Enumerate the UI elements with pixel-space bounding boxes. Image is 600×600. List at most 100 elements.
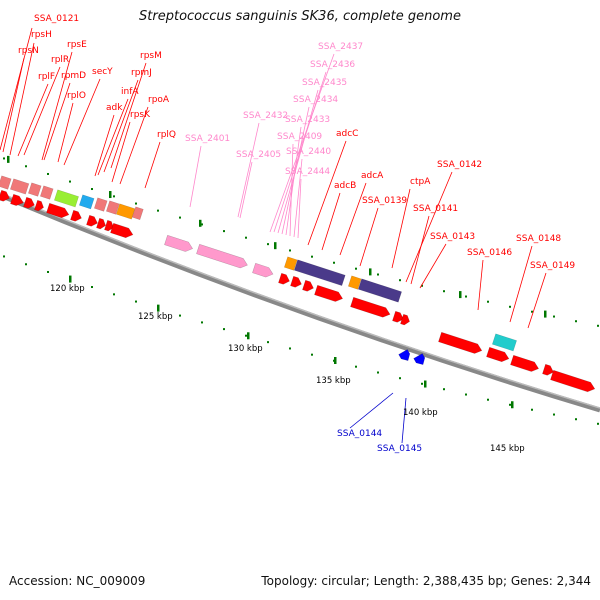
gene-arrow-red-20-shape	[542, 363, 554, 376]
pink-gene-label-ssa-2405: SSA_2405	[236, 150, 281, 160]
gene-box-upper-6-shape	[93, 197, 108, 212]
pink-gene-label-ssa-2432: SSA_2432	[243, 111, 288, 121]
gene-box-upper-3	[39, 185, 54, 200]
leader-ctpa	[391, 188, 411, 269]
gene-arrow-red-10-shape	[278, 272, 290, 285]
minor-tick	[531, 408, 533, 411]
gene-arrow-red-15-shape	[392, 310, 404, 323]
gene-box-upper-12	[347, 275, 362, 290]
major-tick	[274, 242, 277, 250]
leader-adcb	[321, 192, 341, 251]
gene-box-upper-0-shape	[0, 175, 12, 190]
gene-arrow-red-11-shape	[290, 275, 302, 288]
leader-rplr	[23, 66, 61, 156]
gene-box-upper-7	[105, 200, 120, 215]
leader-ssa-2434	[281, 106, 310, 235]
label-leader-layer	[0, 27, 547, 444]
leader-ssa-2437	[269, 53, 335, 233]
gene-arrow-red-11	[290, 275, 302, 288]
minor-tick	[399, 377, 401, 380]
minor-tick	[421, 284, 423, 287]
gene-arrow-red-7	[96, 217, 106, 230]
minor-tick	[355, 365, 357, 368]
red-gene-label-adk: adk	[106, 103, 123, 113]
gene-box-upper-9-shape	[131, 206, 144, 221]
gene-arrow-red-21	[550, 369, 596, 393]
pink-gene-label-ssa-2440: SSA_2440	[286, 147, 331, 157]
minor-tick	[487, 300, 489, 303]
leader-ssa-0145	[401, 397, 407, 444]
minor-tick	[113, 293, 115, 296]
gene-arrow-red-1	[10, 193, 24, 206]
leader-ssa-2433	[285, 126, 302, 236]
gene-box-upper-7-shape	[105, 200, 120, 215]
leader-rpmd	[43, 82, 71, 161]
accession-text: Accession: NC_009009	[9, 574, 146, 588]
leader-ssa-2405	[239, 161, 253, 219]
leader-ssa-2432	[237, 122, 260, 218]
scale-label: 120 kbp	[50, 284, 85, 294]
gene-box-upper-1-shape	[9, 178, 30, 195]
major-tick	[459, 291, 462, 299]
gene-arrow-red-5-shape	[70, 209, 82, 222]
minor-tick	[509, 305, 511, 308]
leader-rpsh	[9, 42, 35, 156]
red-gene-label-ssa-0139: SSA_0139	[362, 196, 407, 206]
minor-tick	[47, 270, 49, 273]
leader-ssa-2440	[293, 158, 303, 238]
minor-tick	[355, 267, 357, 270]
leader-rplo	[57, 102, 74, 163]
gene-box-upper-13	[357, 278, 402, 303]
gene-arrow-red-0	[0, 189, 10, 202]
leader-ssa-0144	[349, 392, 394, 429]
leader-ssa-0143	[419, 243, 447, 289]
leader-adca	[339, 182, 367, 256]
red-gene-label-rpse: rpsE	[67, 40, 87, 50]
red-gene-label-rplr: rplR	[51, 55, 69, 65]
gene-box-upper-8	[115, 203, 136, 220]
gene-arrow-red-20	[542, 363, 554, 376]
gene-arrow-red-7-shape	[96, 217, 106, 230]
minor-tick	[421, 382, 423, 385]
minor-tick	[135, 300, 137, 303]
red-gene-label-rpsn: rpsN	[18, 46, 39, 56]
gene-arrow-red-5	[70, 209, 82, 222]
pink-gene-label-ssa-2436: SSA_2436	[310, 60, 355, 70]
red-gene-label-ssa-0143: SSA_0143	[430, 232, 475, 242]
gene-arrow-blue-1	[413, 353, 426, 365]
gene-box-upper-6	[93, 197, 108, 212]
red-gene-label-ssa-0142: SSA_0142	[437, 160, 482, 170]
minor-tick	[267, 243, 269, 246]
leader-rpoa	[119, 106, 149, 185]
minor-tick	[25, 263, 27, 266]
minor-tick	[509, 403, 511, 406]
gene-box-upper-3-shape	[39, 185, 54, 200]
leader-ssa-2401	[189, 145, 202, 208]
gene-arrow-red-13	[314, 284, 344, 302]
gene-arrow-red-8	[104, 219, 114, 232]
gene-arrow-blue-0-shape	[398, 349, 411, 361]
gene-arrow-red-12-shape	[302, 279, 314, 292]
minor-tick	[69, 180, 71, 183]
pink-gene-label-ssa-2434: SSA_2434	[293, 95, 338, 105]
major-tick	[334, 357, 337, 365]
gene-arrow-red-3-shape	[34, 199, 44, 212]
minor-tick	[553, 315, 555, 318]
pink-gene-label-ssa-2433: SSA_2433	[285, 115, 330, 125]
minor-tick	[575, 320, 577, 323]
minor-tick	[179, 314, 181, 317]
gene-arrow-red-9-shape	[110, 222, 134, 238]
major-tick	[511, 401, 514, 409]
red-gene-label-adca: adcA	[361, 171, 384, 181]
gene-arrow-red-17-shape	[438, 331, 483, 354]
minor-tick	[487, 398, 489, 401]
gene-arrow-red-21-shape	[550, 369, 596, 393]
minor-tick	[113, 195, 115, 198]
gene-arrow-red-2	[23, 196, 35, 209]
leader-rpsn	[2, 57, 25, 153]
minor-tick	[289, 249, 291, 252]
minor-tick	[333, 261, 335, 264]
minor-tick	[135, 202, 137, 205]
pink-gene-label-ssa-2435: SSA_2435	[302, 78, 347, 88]
